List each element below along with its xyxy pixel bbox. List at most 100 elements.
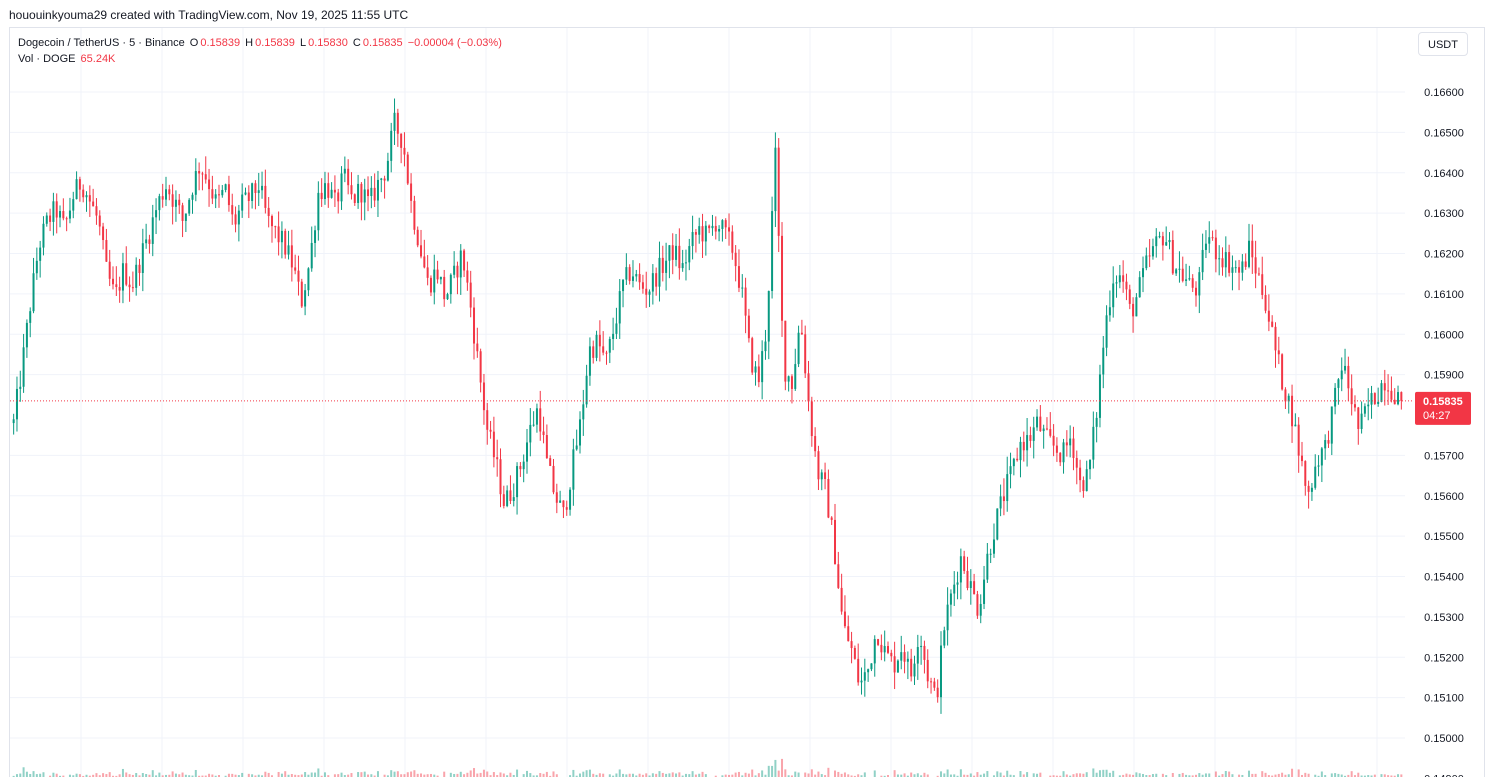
high-value: 0.15839 [255,37,295,49]
candle-body [1132,303,1135,317]
price-tag-value: 0.15835 [1423,396,1463,408]
volume-bar [906,775,909,777]
volume-bar [1036,773,1039,777]
volume-bar [622,773,625,777]
volume-bar [790,775,793,777]
y-tick-label: 0.15500 [1424,531,1464,543]
candle-body [380,178,383,180]
candle-body [509,490,512,501]
candle-body [1098,374,1101,418]
volume-bar [35,774,38,777]
candle-body [82,189,85,198]
volume-bar [1367,775,1370,777]
open-label: O [189,37,199,49]
candle-body [992,539,995,554]
volume-bar [873,770,876,777]
candle-body [837,564,840,588]
currency-unit-button[interactable]: USDT [1418,32,1468,56]
candle-body [585,375,588,405]
candle-body [433,269,436,293]
volume-bar [337,774,340,777]
symbol-title[interactable]: Dogecoin / TetherUS · 5 · Binance [18,37,185,49]
candle-body [1307,485,1310,492]
volume-bar [168,774,171,777]
volume-bar [986,771,989,777]
candle-body [1274,326,1277,351]
price-axis: 0.16600 0.16500 0.16400 0.16300 0.16200 0.161… [1424,87,1464,777]
volume-bar [22,767,25,777]
candle-body [125,263,128,285]
candle-body [1353,404,1356,408]
candle-body [622,279,625,292]
volume-bar [1148,775,1151,777]
candle-body [1214,237,1217,260]
candle-body [350,185,353,195]
volume-bar [320,775,323,777]
volume-bar [787,775,790,777]
volume-bar [420,773,423,777]
volume-bar [15,774,18,777]
volume-bar [850,775,853,777]
volume-bar [1363,775,1366,777]
volume-bar [701,771,704,777]
volume-bar [1009,774,1012,777]
candle-body [1138,277,1141,298]
candle-body [1032,427,1035,441]
volume-bar [883,775,886,777]
candle-body [797,332,800,365]
volume-bar [1188,775,1191,777]
volume-bar [1155,773,1158,777]
volume-bar [661,772,664,777]
volume-bar [1052,775,1055,777]
volume-bar [1383,774,1386,777]
candle-body [645,288,648,295]
volume-bar [1254,773,1257,777]
candle-body [873,639,876,664]
volume-bar [52,772,55,777]
volume-label[interactable]: Vol · DOGE [18,53,76,65]
volume-bar [1105,769,1108,777]
candle-body [45,215,48,224]
volume-bar [1340,774,1343,777]
volume-bar [383,774,386,777]
volume-bar [1347,774,1350,777]
volume-bar [323,772,326,777]
candle-body [867,669,870,673]
volume-bar [684,773,687,777]
volume-bar [678,772,681,777]
candle-body [383,178,386,181]
candle-body [1039,416,1042,432]
volume-bar [267,772,270,777]
candle-body [1062,442,1065,463]
volume-bar [1251,773,1254,777]
candle-body [121,263,124,291]
candle-body [29,311,32,323]
volume-bar [426,774,429,777]
candle-body [1016,458,1019,461]
candle-body [85,195,88,198]
candle-body [1281,354,1284,390]
volume-bar [794,771,797,777]
volume-bar [658,771,661,777]
volume-bar [810,769,813,777]
volume-bar [88,775,91,777]
y-tick-label: 0.15000 [1424,733,1464,745]
candle-body [1264,294,1267,311]
candle-body [406,154,409,184]
candle-body [777,147,780,236]
candle-body [1330,406,1333,444]
candle-body [853,648,856,659]
candle-body [820,472,823,480]
candle-body [247,192,250,202]
volume-bar [936,775,939,777]
volume-bar [161,775,164,777]
candle-body [330,189,333,198]
candle-body [979,603,982,616]
candle-body [973,581,976,595]
candle-body [671,245,674,260]
chart-legend: Dogecoin / TetherUS · 5 · Binance O 0.158… [18,35,504,67]
volume-bar [916,773,919,777]
candle-body [59,211,62,218]
volume-bar [939,771,942,777]
